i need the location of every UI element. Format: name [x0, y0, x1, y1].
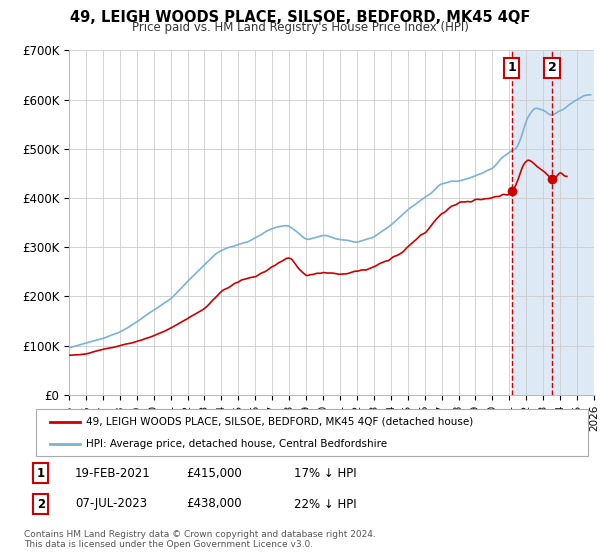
- Text: 19-FEB-2021: 19-FEB-2021: [75, 466, 151, 480]
- Text: 22% ↓ HPI: 22% ↓ HPI: [294, 497, 356, 511]
- Text: HPI: Average price, detached house, Central Bedfordshire: HPI: Average price, detached house, Cent…: [86, 438, 387, 449]
- Text: This data is licensed under the Open Government Licence v3.0.: This data is licensed under the Open Gov…: [24, 540, 313, 549]
- Text: Price paid vs. HM Land Registry's House Price Index (HPI): Price paid vs. HM Land Registry's House …: [131, 21, 469, 34]
- Text: £415,000: £415,000: [186, 466, 242, 480]
- Text: 1: 1: [37, 466, 45, 480]
- Text: 49, LEIGH WOODS PLACE, SILSOE, BEDFORD, MK45 4QF (detached house): 49, LEIGH WOODS PLACE, SILSOE, BEDFORD, …: [86, 417, 473, 427]
- Bar: [512, 50, 600, 395]
- FancyBboxPatch shape: [36, 409, 588, 456]
- Text: 17% ↓ HPI: 17% ↓ HPI: [294, 466, 356, 480]
- Text: 1: 1: [507, 61, 516, 74]
- Text: 49, LEIGH WOODS PLACE, SILSOE, BEDFORD, MK45 4QF: 49, LEIGH WOODS PLACE, SILSOE, BEDFORD, …: [70, 10, 530, 25]
- Text: Contains HM Land Registry data © Crown copyright and database right 2024.: Contains HM Land Registry data © Crown c…: [24, 530, 376, 539]
- Text: 2: 2: [548, 61, 556, 74]
- Text: £438,000: £438,000: [186, 497, 242, 511]
- Text: 07-JUL-2023: 07-JUL-2023: [75, 497, 147, 511]
- Text: 2: 2: [37, 497, 45, 511]
